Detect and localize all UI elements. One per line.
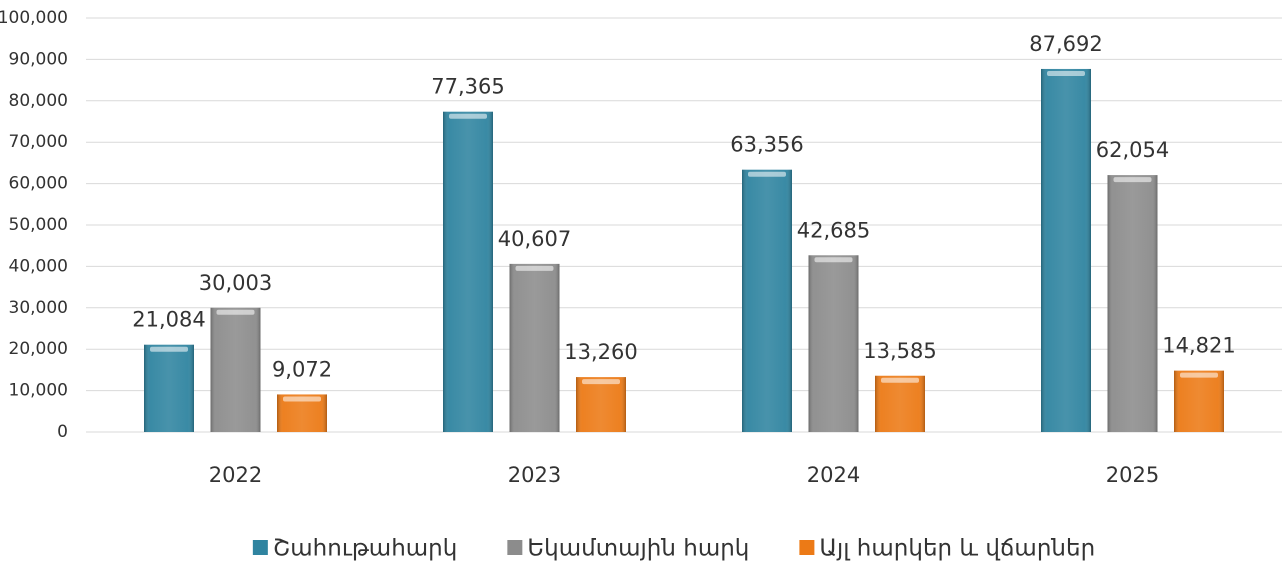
bar-highlight <box>515 265 554 271</box>
legend-swatch <box>507 540 523 555</box>
y-tick-label: 0 <box>57 422 68 442</box>
value-label: 9,072 <box>272 357 332 381</box>
x-tick-label: 2023 <box>508 463 561 487</box>
legend-item: Այլ հարկեր և վճարներ <box>799 536 1095 562</box>
bar-highlight <box>150 346 188 352</box>
legend: Շահութահարկ Եկամտային հարկ Այլ հարկեր և վճ… <box>252 536 1095 562</box>
value-label: 13,585 <box>863 339 936 363</box>
bar-highlight <box>1113 177 1152 183</box>
y-tick-label: 50,000 <box>9 215 68 235</box>
y-tick-label: 40,000 <box>9 256 68 276</box>
y-tick-label: 30,000 <box>9 298 68 318</box>
bar-shade <box>576 377 626 432</box>
value-label: 77,365 <box>431 75 504 99</box>
bar-shade <box>144 344 194 432</box>
bar-shade <box>742 169 792 432</box>
x-tick-label: 2024 <box>807 463 860 487</box>
bar-highlight <box>881 377 919 383</box>
x-tick-label: 2022 <box>209 463 262 487</box>
bar-shade <box>509 263 560 432</box>
value-label: 42,685 <box>797 218 870 242</box>
bar-highlight <box>1047 70 1085 76</box>
bar-shade <box>1041 68 1091 433</box>
legend-label: Եկամտային հարկ <box>527 536 749 562</box>
legend-label: Այլ հարկեր և վճարներ <box>819 536 1095 562</box>
y-tick-label: 100,000 <box>0 8 68 28</box>
bar-shade <box>875 375 925 432</box>
value-label: 40,607 <box>498 227 571 251</box>
bar-highlight <box>1180 372 1218 378</box>
bar-shade <box>443 111 493 433</box>
y-tick-label: 20,000 <box>9 339 68 359</box>
bar-highlight <box>748 171 786 177</box>
x-tick-label: 2025 <box>1106 463 1159 487</box>
bar-highlight <box>814 257 853 263</box>
bar-highlight <box>283 396 321 402</box>
bar-shade <box>808 255 859 432</box>
y-tick-label: 80,000 <box>9 91 68 111</box>
legend-item: Եկամտային հարկ <box>507 536 749 562</box>
value-label: 87,692 <box>1029 32 1102 56</box>
bar-highlight <box>216 309 255 315</box>
legend-item: Շահութահարկ <box>252 536 458 562</box>
value-label: 14,821 <box>1162 334 1235 358</box>
legend-swatch <box>252 540 268 555</box>
y-tick-label: 60,000 <box>9 174 68 194</box>
y-tick-label: 90,000 <box>9 49 68 69</box>
y-tick-label: 10,000 <box>9 381 68 401</box>
legend-label: Շահութահարկ <box>273 536 458 562</box>
value-label: 21,084 <box>132 308 205 332</box>
value-label: 13,260 <box>564 340 637 364</box>
value-label: 63,356 <box>730 133 803 157</box>
bar-shade <box>1174 370 1224 432</box>
value-label: 62,054 <box>1096 138 1169 162</box>
bar-highlight <box>449 113 487 119</box>
bar-shade <box>210 307 261 432</box>
bar-shade <box>1107 175 1158 432</box>
legend-swatch <box>799 540 815 555</box>
y-tick-label: 70,000 <box>9 132 68 152</box>
bar-highlight <box>582 379 620 385</box>
value-label: 30,003 <box>199 271 272 295</box>
